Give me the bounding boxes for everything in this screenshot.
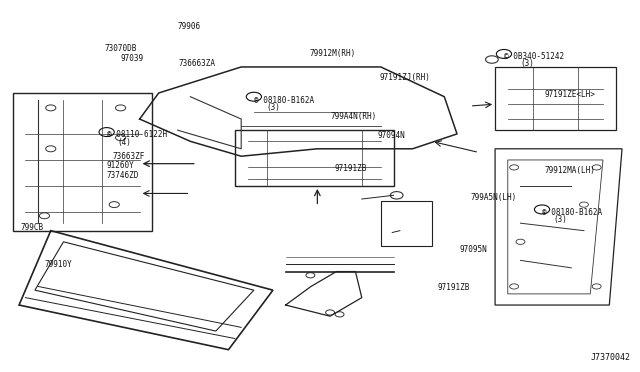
Text: 97191ZB: 97191ZB (335, 164, 367, 173)
Text: 73746ZD: 73746ZD (107, 171, 139, 180)
Text: 79910Y: 79910Y (44, 260, 72, 269)
Text: (3): (3) (554, 215, 567, 224)
Text: 73663ZF: 73663ZF (113, 152, 145, 161)
Text: 799CB: 799CB (20, 223, 44, 232)
Text: 79912M(RH): 79912M(RH) (310, 49, 356, 58)
Text: 91260Y: 91260Y (107, 161, 134, 170)
Text: 799A4N(RH): 799A4N(RH) (330, 112, 376, 121)
Text: 97039: 97039 (120, 54, 144, 63)
Text: 736663ZA: 736663ZA (179, 60, 216, 68)
Text: 97191ZE<LH>: 97191ZE<LH> (545, 90, 595, 99)
Text: 97094N: 97094N (378, 131, 405, 140)
Text: 79906: 79906 (178, 22, 201, 31)
Text: (4): (4) (117, 138, 131, 147)
Text: © 0B340-51242: © 0B340-51242 (504, 52, 564, 61)
Text: ® 08180-B162A: ® 08180-B162A (542, 208, 602, 217)
Text: 79912MA(LH): 79912MA(LH) (545, 166, 595, 174)
Text: 97095N: 97095N (460, 246, 487, 254)
Text: 73070DB: 73070DB (105, 44, 137, 53)
Text: (3): (3) (267, 103, 280, 112)
Text: 97191ZB: 97191ZB (438, 283, 470, 292)
Text: 97191ZJ(RH): 97191ZJ(RH) (380, 73, 431, 81)
Text: ® 08110-6122H: ® 08110-6122H (107, 130, 167, 139)
Text: 799A5N(LH): 799A5N(LH) (471, 193, 517, 202)
Text: (3): (3) (520, 60, 534, 68)
Text: J7370042: J7370042 (590, 353, 630, 362)
Text: ® 08180-B162A: ® 08180-B162A (254, 96, 314, 105)
